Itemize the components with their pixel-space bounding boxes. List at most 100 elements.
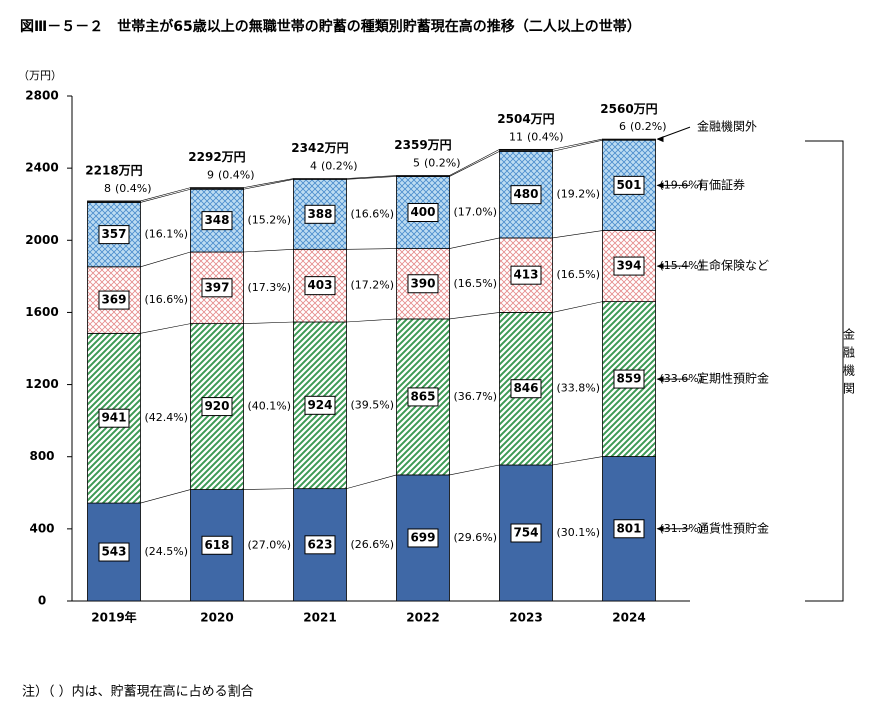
share-label: (39.5%) bbox=[350, 398, 394, 411]
bar-segment bbox=[396, 175, 450, 177]
value-label: 941 bbox=[101, 411, 126, 425]
share-label: (0.2%) bbox=[321, 160, 358, 173]
label-box bbox=[407, 528, 439, 548]
share-label: (16.1%) bbox=[144, 228, 188, 241]
value-label: 388 bbox=[307, 207, 332, 221]
share-label: (26.6%) bbox=[350, 538, 394, 551]
value-label: 400 bbox=[410, 205, 435, 219]
connector bbox=[140, 188, 191, 203]
value-label: 397 bbox=[204, 280, 229, 294]
share-label: (27.0%) bbox=[247, 538, 291, 551]
y-tick-label: 800 bbox=[29, 449, 54, 463]
legend-arrowhead bbox=[656, 525, 664, 532]
label-box bbox=[510, 265, 542, 285]
legend-label: 有価証券 bbox=[697, 177, 745, 192]
legend-label: 金融機関外 bbox=[697, 119, 757, 134]
bracket-label: 金融機関 bbox=[842, 327, 856, 400]
bar-segment bbox=[87, 200, 141, 203]
y-tick-label: 2400 bbox=[25, 161, 58, 175]
connector bbox=[552, 456, 603, 466]
y-tick-label: 2000 bbox=[25, 233, 58, 247]
label-box bbox=[98, 290, 130, 310]
x-tick-label: 2023 bbox=[509, 611, 542, 625]
connector bbox=[449, 149, 500, 176]
legend-arrowhead bbox=[656, 182, 664, 189]
legend-label: 生命保険など bbox=[697, 258, 769, 273]
label-box bbox=[407, 274, 439, 294]
connector bbox=[346, 318, 397, 323]
x-tick-label: 2020 bbox=[200, 611, 233, 625]
total-label: 2504万円 bbox=[497, 112, 554, 126]
share-label: (15.2%) bbox=[247, 214, 291, 227]
connector bbox=[449, 237, 500, 249]
value-label: 394 bbox=[616, 259, 641, 273]
share-label: (42.4%) bbox=[144, 411, 188, 424]
y-tick-label: 0 bbox=[38, 594, 46, 608]
connector bbox=[449, 151, 500, 177]
connector bbox=[243, 178, 294, 188]
total-label: 2292万円 bbox=[188, 150, 245, 164]
value-label: 754 bbox=[513, 526, 538, 540]
share-label: (16.5%) bbox=[556, 268, 600, 281]
value-label: 501 bbox=[616, 178, 641, 192]
bar-segment bbox=[499, 464, 553, 602]
value-label: 390 bbox=[410, 276, 435, 290]
connector bbox=[346, 176, 397, 180]
label-box bbox=[98, 408, 130, 428]
label-box bbox=[304, 204, 336, 224]
connector bbox=[449, 464, 500, 476]
share-label: (24.5%) bbox=[144, 545, 188, 558]
value-label: 11 bbox=[509, 130, 523, 143]
total-label: 2359万円 bbox=[394, 138, 451, 152]
share-label: (33.8%) bbox=[556, 382, 600, 395]
share-label: (0.4%) bbox=[115, 182, 152, 195]
y-tick-label: 2800 bbox=[25, 89, 58, 103]
total-label: 2342万円 bbox=[291, 141, 348, 155]
value-label: 924 bbox=[307, 398, 332, 412]
x-tick-label: 2021 bbox=[303, 611, 336, 625]
connector bbox=[243, 321, 294, 324]
connector bbox=[449, 312, 500, 320]
share-label: (16.6%) bbox=[144, 293, 188, 306]
connector bbox=[140, 187, 191, 202]
share-label: (0.2%) bbox=[630, 120, 667, 133]
value-label: 403 bbox=[307, 278, 332, 292]
bar-segment bbox=[190, 187, 244, 190]
label-box bbox=[613, 369, 645, 389]
total-label: 2218万円 bbox=[85, 163, 142, 177]
value-label: 480 bbox=[513, 187, 538, 201]
label-box bbox=[407, 387, 439, 407]
value-label: 920 bbox=[204, 399, 229, 413]
share-label: (17.0%) bbox=[453, 206, 497, 219]
connector bbox=[552, 138, 603, 150]
label-box bbox=[510, 523, 542, 543]
value-label: 5 bbox=[413, 157, 420, 170]
share-label: (0.4%) bbox=[527, 130, 564, 143]
value-label: 348 bbox=[204, 213, 229, 227]
bar-segment bbox=[499, 148, 553, 152]
value-label: 699 bbox=[410, 530, 435, 544]
value-label: 369 bbox=[101, 293, 126, 307]
share-label: (17.3%) bbox=[247, 281, 291, 294]
connector bbox=[243, 179, 294, 190]
bracket bbox=[805, 140, 844, 602]
y-unit: （万円） bbox=[18, 69, 62, 82]
value-label: 618 bbox=[204, 538, 229, 552]
total-label: 2560万円 bbox=[600, 102, 657, 116]
share-label: (16.5%) bbox=[453, 277, 497, 290]
value-label: 9 bbox=[207, 169, 214, 182]
label-box bbox=[304, 276, 336, 296]
legend-label: 定期性預貯金 bbox=[697, 371, 769, 386]
legend-arrowhead bbox=[656, 136, 664, 143]
value-label: 859 bbox=[616, 372, 641, 386]
share-label: (0.4%) bbox=[218, 169, 255, 182]
value-label: 865 bbox=[410, 389, 435, 403]
value-label: 357 bbox=[101, 227, 126, 241]
x-tick-label: 2019年 bbox=[91, 610, 136, 625]
share-label: (29.6%) bbox=[453, 531, 497, 544]
legend-arrowhead bbox=[656, 263, 664, 270]
connector bbox=[243, 488, 294, 490]
label-box bbox=[201, 211, 233, 231]
y-tick-label: 1200 bbox=[25, 377, 58, 391]
share-label: (36.7%) bbox=[453, 390, 497, 403]
